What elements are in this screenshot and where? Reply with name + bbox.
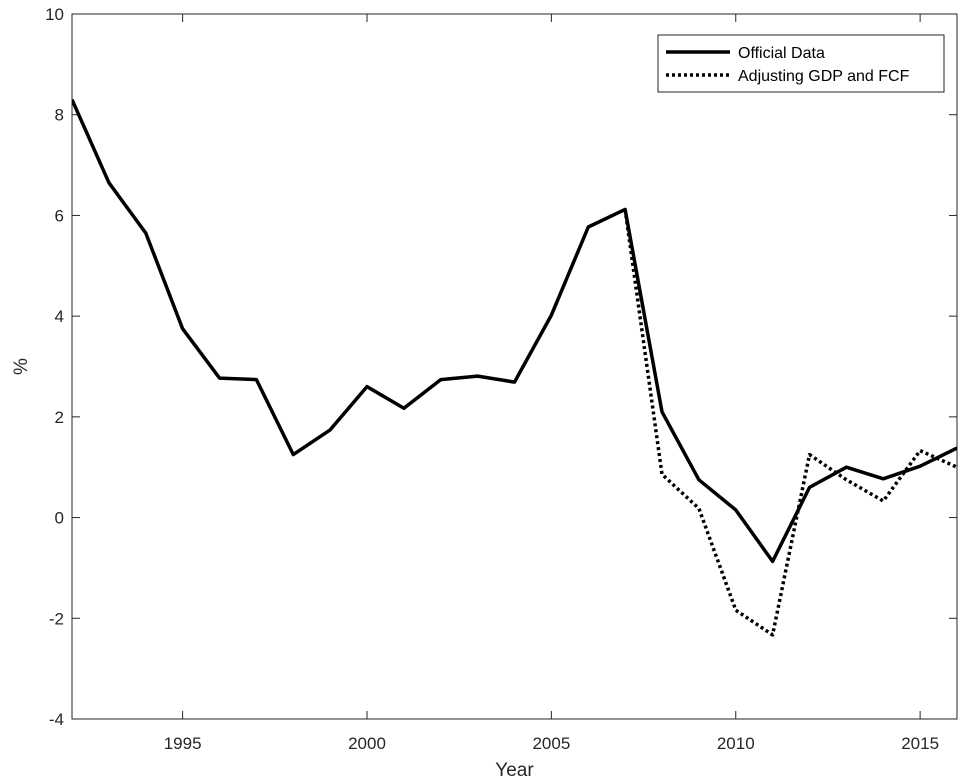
y-axis-title: %	[11, 358, 32, 375]
x-tick-label: 2015	[901, 734, 939, 753]
x-tick-label: 1995	[164, 734, 202, 753]
y-tick-label: 10	[45, 5, 64, 24]
series-layer	[72, 98, 957, 637]
plot-area	[71, 13, 958, 720]
series-line-official-data	[72, 98, 957, 564]
y-tick-label: 0	[55, 509, 64, 528]
plot-frame	[71, 13, 958, 720]
legend-box	[657, 34, 945, 93]
y-axis: -4 -2 0 2 4 6 8 10	[45, 5, 957, 729]
legend-label-official: Official Data	[738, 45, 825, 62]
legend-label-adjusted: Adjusting GDP and FCF	[738, 68, 910, 85]
x-axis-title: Year	[495, 760, 534, 781]
x-tick-label: 2000	[348, 734, 386, 753]
x-tick-label: 2005	[532, 734, 570, 753]
legend: Official Data Adjusting GDP and FCF	[657, 34, 945, 93]
x-tick-label: 2010	[717, 734, 755, 753]
y-tick-label: 6	[55, 206, 64, 225]
y-tick-label: 8	[55, 106, 64, 125]
x-axis: 1995 2000 2005 2010 2015	[164, 14, 939, 753]
y-tick-label: -2	[49, 609, 64, 628]
y-tick-label: 4	[55, 307, 64, 326]
y-tick-label: -4	[49, 710, 64, 729]
series-line-adjusting-gdp-fcf	[623, 209, 957, 637]
y-tick-label: 2	[55, 408, 64, 427]
